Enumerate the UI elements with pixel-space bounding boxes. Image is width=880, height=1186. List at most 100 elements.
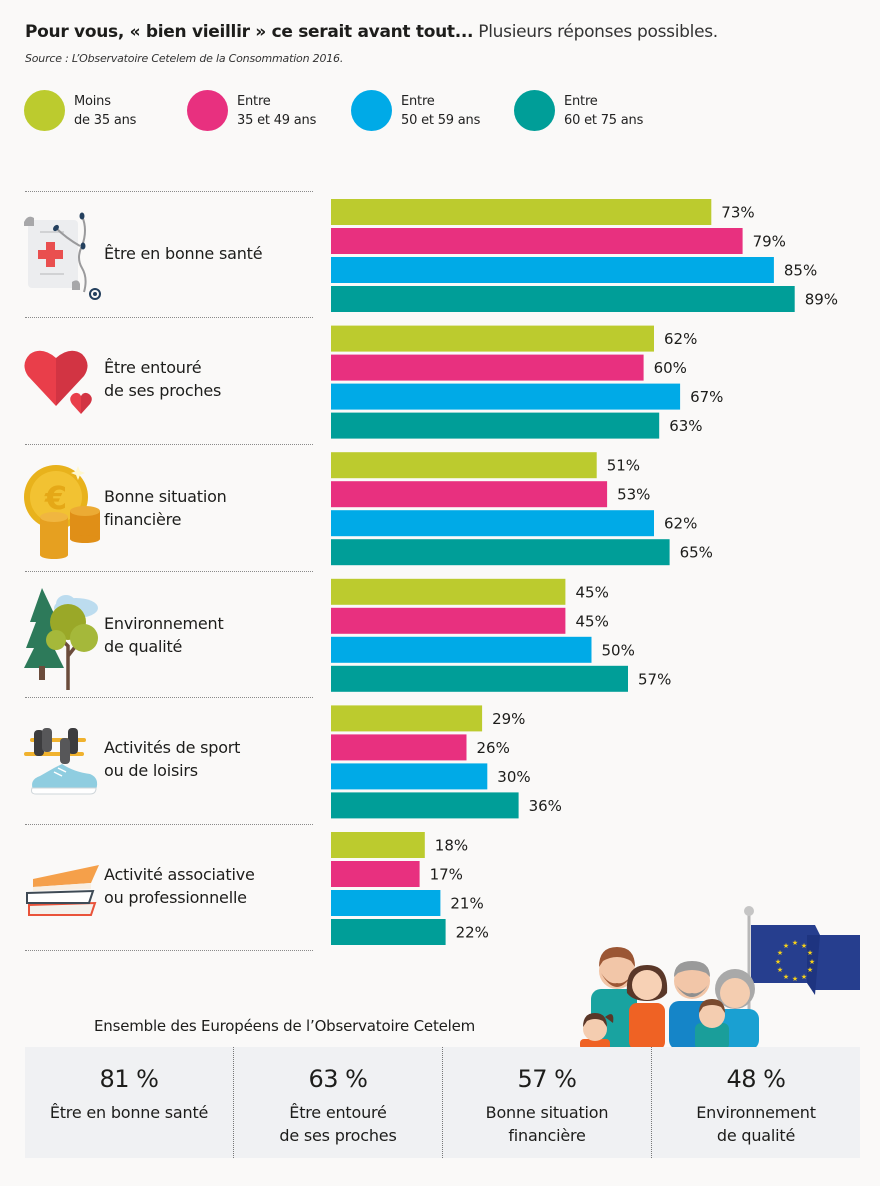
bar-value-label: 57% <box>638 670 671 688</box>
row-divider <box>25 824 313 825</box>
bar-value-label: 89% <box>805 291 838 309</box>
bar-value-label: 73% <box>721 204 754 222</box>
svg-text:★: ★ <box>801 942 807 950</box>
svg-text:★: ★ <box>777 966 783 974</box>
category-health: Être en bonne santé <box>0 192 320 318</box>
bar-value-label: 67% <box>690 388 723 406</box>
trees-icon <box>24 588 98 690</box>
legend-swatch <box>24 90 65 131</box>
bar <box>331 890 441 916</box>
row-divider <box>25 317 313 318</box>
bar <box>331 510 654 537</box>
bar-value-label: 30% <box>497 768 530 786</box>
svg-text:★: ★ <box>792 975 798 983</box>
bar <box>331 578 566 605</box>
bar <box>331 383 681 410</box>
title-note: Plusieurs réponses possibles. <box>473 22 718 42</box>
bar <box>331 481 608 508</box>
category-label: Environnement de qualité <box>104 614 224 656</box>
bar <box>331 354 644 381</box>
bar-value-label: 45% <box>576 583 609 601</box>
europe-summary-panel: 81 % Être en bonne santé 63 % Être entou… <box>25 1047 860 1158</box>
legend-swatch <box>187 90 228 131</box>
svg-text:★: ★ <box>792 939 798 947</box>
svg-text:★: ★ <box>777 949 783 957</box>
bar-value-label: 17% <box>430 866 463 884</box>
bar <box>331 199 712 225</box>
family-with-eu-flag-icon: ★ ★★ ★★★ ★★★ ★★★ <box>580 906 860 1050</box>
category-label: Être en bonne santé <box>104 244 263 263</box>
title-question: Pour vous, « bien vieillir » ce serait a… <box>25 22 474 42</box>
bar-value-label: 62% <box>664 515 697 533</box>
svg-text:★: ★ <box>783 973 789 981</box>
bar <box>331 919 446 945</box>
category-label: Activités de sport ou de loisirs <box>104 738 241 780</box>
svg-text:★: ★ <box>809 958 815 966</box>
category-label: Être entouré de ses proches <box>104 358 222 400</box>
bar <box>331 636 592 663</box>
bar-value-label: 65% <box>680 544 713 562</box>
svg-text:★: ★ <box>807 966 813 974</box>
category-close-ones: Être entouré de ses proches <box>0 318 320 444</box>
category-label: Activité associative ou professionnelle <box>104 865 255 907</box>
bar-value-label: 51% <box>607 457 640 475</box>
bar-value-label: 79% <box>753 233 786 251</box>
svg-text:★: ★ <box>783 942 789 950</box>
legend-item-35-49: Entre 35 et 49 ans <box>187 90 316 131</box>
bar-value-label: 60% <box>654 359 687 377</box>
legend-item-50-59: Entre 50 et 59 ans <box>351 90 480 131</box>
bar-value-label: 63% <box>669 417 702 435</box>
summary-value: 81 % <box>99 1065 159 1093</box>
summary-value: 48 % <box>726 1065 786 1093</box>
row-divider <box>25 191 313 192</box>
legend-swatch <box>514 90 555 131</box>
bar-value-label: 18% <box>435 837 468 855</box>
medical-record-stethoscope-icon <box>24 212 101 300</box>
dumbbell-sneaker-icon <box>24 728 98 795</box>
summary-value: 57 % <box>517 1065 577 1093</box>
legend-item-under-35: Moins de 35 ans <box>24 90 136 131</box>
bar <box>331 734 467 761</box>
bar <box>331 607 566 634</box>
legend-label: Moins de 35 ans <box>74 93 137 128</box>
category-finance: € Bonne situation financière <box>0 445 320 571</box>
euro-coins-icon: € <box>24 465 100 559</box>
summary-value: 63 % <box>308 1065 368 1093</box>
category-label: Bonne situation financière <box>104 487 227 529</box>
bar-value-label: 26% <box>477 739 510 757</box>
legend-label: Entre 60 et 75 ans <box>564 93 644 128</box>
row-divider <box>25 444 313 445</box>
row-divider <box>25 697 313 698</box>
summary-label: Être entouré de ses proches <box>279 1103 397 1145</box>
category-sport: Activités de sport ou de loisirs <box>0 698 320 824</box>
bar <box>331 412 660 439</box>
row-divider <box>25 571 313 572</box>
bar-value-label: 85% <box>784 262 817 280</box>
summary-label: Être en bonne santé <box>49 1103 209 1122</box>
category-environment: Environnement de qualité <box>0 572 320 698</box>
summary-item: 48 % Environnement de qualité <box>651 1047 860 1158</box>
legend-swatch <box>351 90 392 131</box>
chart-title: Pour vous, « bien vieillir » ce serait a… <box>25 22 718 42</box>
legend-label: Entre 50 et 59 ans <box>401 93 481 128</box>
svg-text:★: ★ <box>801 973 807 981</box>
bar <box>331 325 654 352</box>
row-divider <box>25 950 313 951</box>
category-associative: Activité associative ou professionnelle <box>0 825 320 951</box>
svg-text:★: ★ <box>775 958 781 966</box>
bar-value-label: 21% <box>450 895 483 913</box>
bar-value-label: 29% <box>492 710 525 728</box>
books-icon <box>26 865 99 916</box>
legend-label: Entre 35 et 49 ans <box>237 93 317 128</box>
bar <box>331 861 420 887</box>
bar <box>331 286 795 312</box>
bar-chart: 73% 79% 85% 89% 62% 60%67% 63% 51% 53% 62% 65% 45% 4… <box>331 199 838 945</box>
bar <box>331 228 743 254</box>
bar <box>331 832 425 858</box>
bar <box>331 452 597 479</box>
bar <box>331 665 628 692</box>
summary-item: 57 % Bonne situation financière <box>442 1047 651 1158</box>
bar-value-label: 62% <box>664 330 697 348</box>
bar-value-label: 36% <box>529 797 562 815</box>
hearts-icon <box>24 350 92 414</box>
